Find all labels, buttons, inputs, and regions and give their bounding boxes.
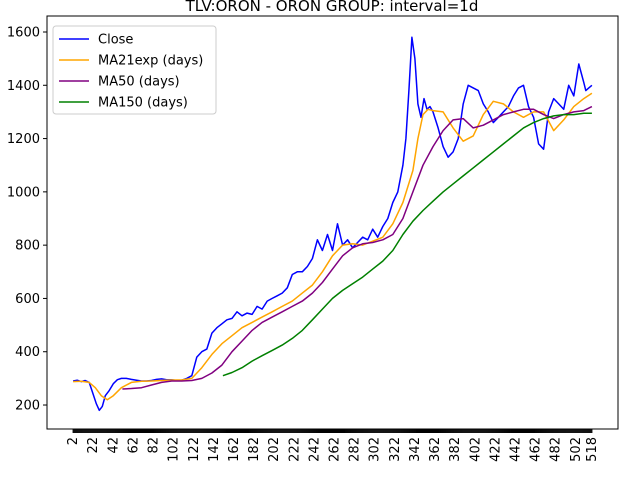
x-tick-label: 262 <box>328 437 343 462</box>
series-line-ma150-days <box>222 112 592 377</box>
y-tick-label: 800 <box>15 239 40 254</box>
y-tick-label: 1600 <box>7 25 40 40</box>
x-tick-label: 42 <box>106 437 121 454</box>
legend: Close MA21exp (days) MA50 (days) MA150 (day… <box>52 25 217 115</box>
legend-label: Close <box>98 33 133 48</box>
x-tick-label: 142 <box>207 437 222 462</box>
series-layer <box>72 36 593 412</box>
series-line-ma21exp-days <box>73 92 593 401</box>
x-tick-label: 422 <box>488 437 503 462</box>
x-tick-label: 2 <box>66 437 81 445</box>
y-tick-label: 600 <box>15 292 40 307</box>
legend-label: MA50 (days) <box>98 75 180 90</box>
x-tick-label: 282 <box>348 437 363 462</box>
chart-title: TLV:ORON - ORON GROUP: interval=1d <box>185 0 479 15</box>
y-tick-label: 200 <box>15 399 40 414</box>
x-tick-label: 202 <box>267 437 282 462</box>
x-tick-label: 182 <box>247 437 262 462</box>
y-tick-label: 1000 <box>7 185 40 200</box>
series-line-ma50-days <box>122 105 593 390</box>
x-tick-label: 222 <box>287 437 302 462</box>
legend-box <box>52 25 217 115</box>
y-axis: 200 400 600 800 1000 1200 1400 1600 <box>7 25 47 414</box>
y-tick-label: 1200 <box>7 132 40 147</box>
x-tick-label: 482 <box>549 437 564 462</box>
x-tick-label: 402 <box>468 437 483 462</box>
x-axis: 2 22 42 62 82 102 122 142 162 182 202 222 242 262 282 3… <box>66 429 600 462</box>
x-tick-label: 382 <box>448 437 463 462</box>
x-tick-label: 518 <box>585 437 600 462</box>
x-tick-label: 442 <box>508 437 523 462</box>
x-tick-label: 82 <box>147 437 162 454</box>
x-tick-label: 162 <box>227 437 242 462</box>
x-tick-label: 502 <box>569 437 584 462</box>
x-tick-label: 62 <box>126 437 141 454</box>
x-tick-label: 322 <box>388 437 403 462</box>
legend-label: MA21exp (days) <box>98 54 203 69</box>
y-tick-label: 1400 <box>7 79 40 94</box>
x-tick-label: 362 <box>428 437 443 462</box>
x-tick-label: 462 <box>529 437 544 462</box>
y-tick-label: 400 <box>15 345 40 360</box>
x-tick-label: 302 <box>368 437 383 462</box>
x-tick-label: 102 <box>167 437 182 462</box>
legend-label: MA150 (days) <box>98 96 188 111</box>
x-tick-label: 122 <box>187 437 202 462</box>
x-tick-label: 22 <box>86 437 101 454</box>
x-tick-label: 242 <box>307 437 322 462</box>
x-tick-label: 342 <box>408 437 423 462</box>
